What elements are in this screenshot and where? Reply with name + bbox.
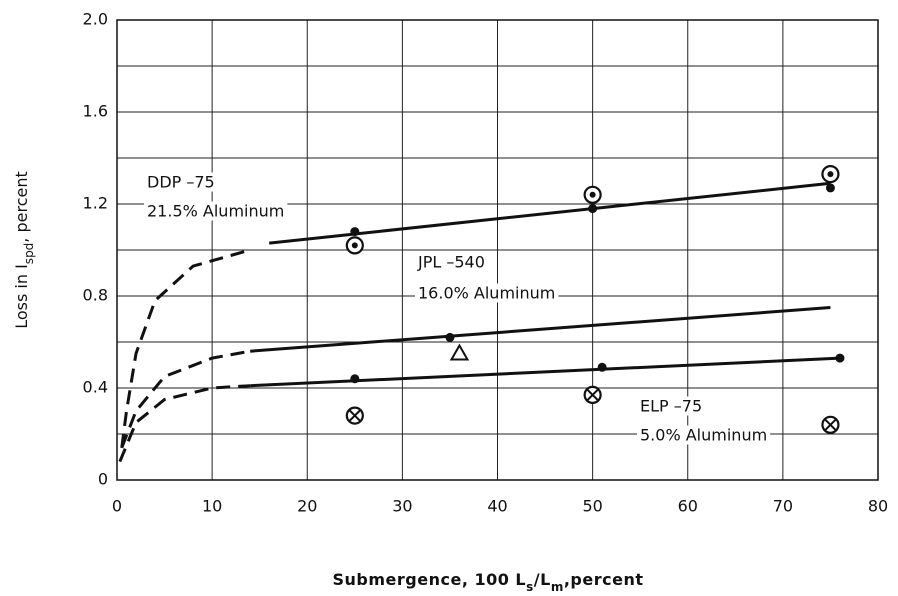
series-label: 5.0% Aluminum [640,426,767,445]
data-point [825,183,835,193]
cross [824,418,837,432]
y-tick-label: 1.6 [83,102,108,121]
x-tick-label: 70 [773,497,793,516]
series-label: 16.0% Aluminum [418,284,555,303]
label-background [415,283,559,303]
fit-line [269,181,831,245]
label-background [637,396,706,416]
series-label: ELP –75 [640,397,702,416]
fit-line [250,306,831,353]
open-point [583,385,602,404]
cross [586,388,599,402]
cross [348,409,362,422]
open-point [583,185,602,204]
y-axis-label: Loss in Ispd, percent [12,171,36,329]
series-label: JPL –540 [417,253,485,272]
y-axis-label-part: spd [22,243,36,265]
x-tick-label: 10 [202,497,222,516]
data-point [445,332,455,342]
x-tick-label: 50 [582,497,602,516]
data-point [835,353,845,363]
open-point [449,343,470,361]
x-axis-label-part: ,percent [564,570,644,589]
fit-line [250,356,841,388]
x-tick-label: 20 [297,497,317,516]
open-point [821,165,840,184]
data-point [597,362,607,372]
data-point [588,204,598,214]
dashed-curve [120,248,251,448]
data-point [350,374,360,384]
dot [589,191,596,198]
x-axis-label: Submergence, 100 Ls/Lm,percent [333,570,644,594]
label-background [144,201,288,221]
y-tick-label: 0.8 [83,286,108,305]
label-background [637,425,771,445]
x-tick-label: 40 [487,497,507,516]
open-point [821,415,840,434]
x-axis-label-part: /L [534,570,551,589]
x-axis-label-part: Submergence, 100 L [333,570,527,589]
label-background [414,252,488,272]
x-axis-label-part: m [551,580,564,594]
y-tick-label: 0 [98,470,108,489]
label-background [144,172,218,192]
triangle-marker [449,343,470,361]
x-tick-label: 0 [112,497,122,516]
open-point [345,236,364,255]
open-point [345,406,364,425]
x-tick-label: 80 [868,497,888,516]
series-label: DDP –75 [147,173,215,192]
y-tick-label: 2.0 [83,10,108,29]
dashed-curve [118,384,251,463]
x-tick-label: 30 [392,497,412,516]
y-tick-label: 0.4 [83,378,108,397]
y-axis-label-part: , percent [12,171,31,242]
data-point [350,227,360,237]
series-label: 21.5% Aluminum [147,202,284,221]
dot [827,171,834,178]
dot [351,242,358,249]
y-axis-label-part: Loss in I [12,264,31,329]
dashed-curve [120,349,251,449]
plot-frame [116,19,879,481]
x-tick-label: 60 [678,497,698,516]
x-axis-label-part: s [526,580,534,594]
y-tick-label: 1.2 [83,194,108,213]
